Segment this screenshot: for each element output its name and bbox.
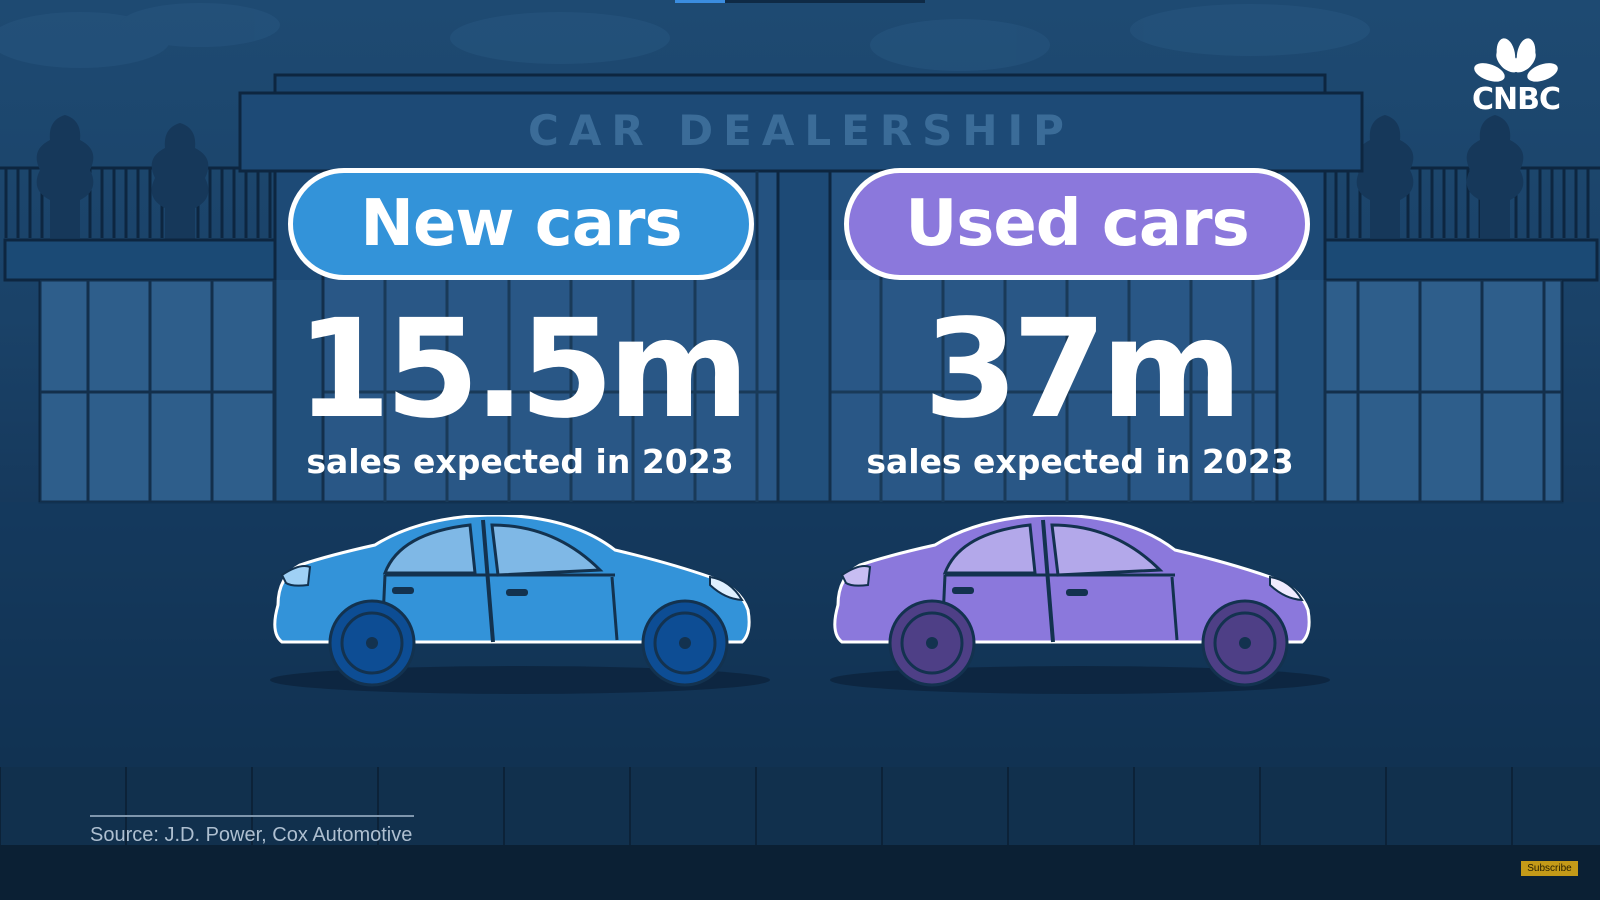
dealership-sign: CAR DEALERSHIP bbox=[528, 106, 1074, 155]
new-cars-value: 15.5m bbox=[296, 291, 749, 449]
used-cars-subtitle: sales expected in 2023 bbox=[866, 442, 1294, 481]
source-caption: Source: J.D. Power, Cox Automotive bbox=[90, 824, 413, 846]
cnbc-logo: CNBC bbox=[1456, 30, 1576, 130]
source-divider bbox=[90, 815, 414, 817]
new-cars-subtitle: sales expected in 2023 bbox=[306, 442, 734, 481]
new-cars-label: New cars bbox=[288, 168, 754, 280]
peacock-icon bbox=[1474, 38, 1558, 82]
used-cars-label: Used cars bbox=[844, 168, 1310, 280]
used-cars-value: 37m bbox=[923, 291, 1243, 449]
subscribe-button[interactable]: Subscribe bbox=[1521, 861, 1578, 876]
used-car-icon bbox=[833, 515, 1311, 687]
cnbc-wordmark: CNBC bbox=[1471, 82, 1561, 117]
new-car-icon bbox=[273, 515, 751, 687]
